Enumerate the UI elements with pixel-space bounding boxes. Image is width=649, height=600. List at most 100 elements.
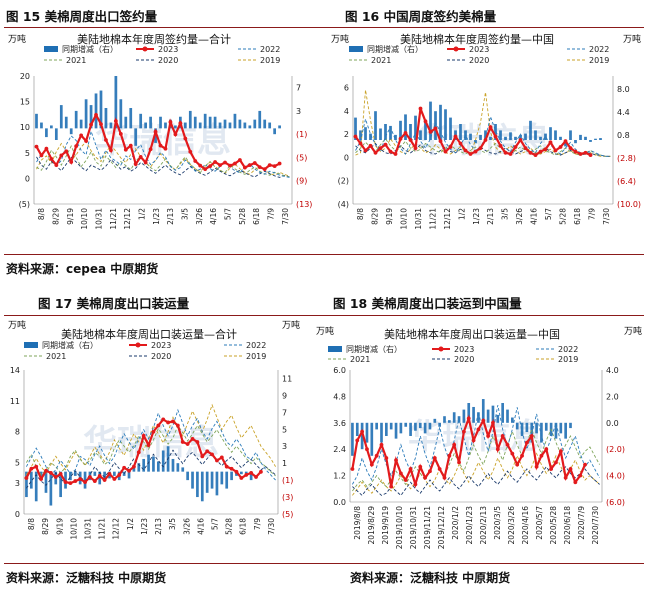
legend-item-4: 2020: [447, 56, 489, 65]
series-point-2023: [510, 451, 515, 456]
series-point-2023: [578, 473, 583, 478]
series-point-2023: [112, 477, 117, 481]
series-point-2023: [486, 434, 491, 438]
bar-weekly-change: [509, 132, 512, 140]
bar-weekly-change: [579, 134, 582, 140]
left-tick-label: 15: [20, 98, 30, 107]
bar-weekly-change: [544, 422, 548, 431]
legend-label: 2020: [454, 355, 474, 364]
bar-weekly-change: [149, 116, 152, 129]
series-point-2023: [549, 467, 554, 471]
series-point-2023: [463, 148, 468, 153]
bar-weekly-change: [39, 471, 43, 481]
x-tick-label: 2/13: [154, 518, 163, 535]
bar-weekly-change: [529, 120, 532, 140]
series-point-2023: [398, 136, 403, 141]
right-tick-label: (6.0): [606, 498, 625, 507]
bar-weekly-change: [506, 409, 509, 423]
bar-weekly-change: [74, 110, 78, 129]
x-tick-label: 2/13: [166, 208, 175, 225]
series-point-2023: [252, 161, 257, 165]
x-tick-label: 2020/5/28: [549, 506, 558, 545]
series-point-2023: [534, 464, 539, 469]
x-tick-label: 7/30: [281, 208, 290, 225]
series-point-2023: [518, 138, 523, 142]
series-point-2023: [524, 440, 529, 445]
bar-weekly-change: [29, 471, 33, 489]
bar-weekly-change: [152, 456, 155, 472]
series-point-2023: [471, 438, 476, 443]
series-point-2023: [195, 440, 200, 444]
series-point-2023: [178, 121, 183, 126]
series-point-2023: [133, 162, 138, 166]
bar-weekly-change: [181, 467, 185, 472]
series-point-2023: [473, 149, 478, 154]
bar-weekly-change: [384, 124, 387, 140]
series-point-2023: [558, 145, 563, 149]
bar-weekly-change: [103, 471, 106, 481]
series-point-2023: [44, 146, 49, 151]
bar-weekly-change: [379, 128, 382, 140]
series-point-2023: [166, 420, 170, 425]
series-point-2023: [493, 134, 498, 139]
series-point-2023: [488, 125, 493, 130]
mid-rule-1: [4, 254, 644, 255]
bar-weekly-change: [355, 422, 359, 436]
series-point-2023: [378, 146, 383, 151]
right-tick-label: 1: [282, 459, 287, 468]
right-tick-label: 3: [296, 107, 301, 116]
series-point-2023: [74, 144, 79, 149]
bar-weekly-change: [205, 471, 209, 493]
series-point-2023: [267, 163, 272, 167]
bar-weekly-change: [225, 471, 229, 489]
series-point-2023: [365, 447, 369, 452]
bar-weekly-change: [385, 422, 388, 436]
x-tick-label: 5/7: [224, 208, 233, 220]
bar-weekly-change: [424, 119, 427, 140]
bar-weekly-change: [228, 122, 232, 129]
series-point-2023: [198, 163, 203, 168]
bar-weekly-change: [213, 116, 217, 129]
x-tick-label: 10/31: [95, 208, 104, 230]
legend-label: 2020: [151, 352, 171, 361]
left-tick-label: 14: [10, 366, 20, 375]
series-point-2023: [466, 416, 471, 421]
series-point-2023: [360, 429, 365, 434]
bar-weekly-change: [365, 422, 369, 443]
series-point-2023: [508, 152, 513, 156]
right-tick-label: (1): [296, 130, 307, 139]
series-point-2023: [503, 150, 508, 155]
left-tick-label: 5: [15, 459, 20, 468]
bar-weekly-change: [449, 117, 452, 140]
x-tick-label: 1/23: [152, 208, 161, 225]
bar-weekly-change: [389, 125, 392, 140]
bar-weekly-change: [525, 422, 529, 433]
series-point-2023: [97, 474, 102, 478]
series-point-2023: [368, 143, 373, 148]
legend-item-0: 同期增减（右）: [349, 44, 423, 54]
right-tick-label: 4.4: [617, 108, 630, 117]
legend-label: 2019: [260, 56, 280, 65]
series-point-2023: [277, 161, 282, 166]
legend-item-0: 同期增减（右）: [44, 44, 118, 54]
left-tick-label: 1.2: [333, 472, 346, 481]
series-point-2023: [428, 469, 432, 474]
series-point-2023: [188, 149, 193, 154]
legend-item-2: 2022: [238, 45, 280, 54]
bar-weekly-change: [467, 403, 471, 423]
bar-weekly-change: [499, 130, 502, 140]
x-tick-label: 3/26: [515, 208, 524, 225]
left-tick-label: 4.8: [333, 392, 346, 401]
x-tick-label: 8/29: [371, 208, 380, 225]
series-point-2023: [588, 153, 593, 158]
right-tick-label: (4.0): [606, 472, 625, 481]
series-point-2023: [59, 153, 64, 158]
series-point-2023: [223, 160, 227, 165]
series-point-2023: [513, 145, 518, 149]
bar-weekly-change: [278, 125, 281, 129]
series-point-2023: [123, 147, 128, 152]
series-point-2023: [468, 152, 473, 156]
bar-weekly-change: [489, 136, 492, 140]
bar-weekly-change: [99, 90, 103, 129]
legend-swatch-bar: [349, 46, 363, 52]
